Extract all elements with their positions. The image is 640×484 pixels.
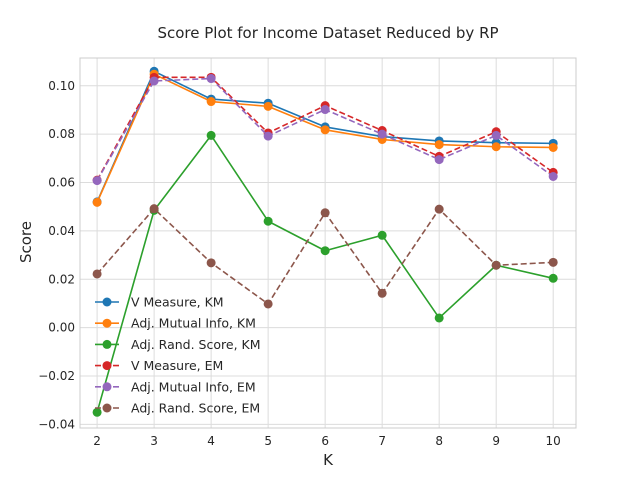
data-point-adj-rand-score-em bbox=[206, 258, 216, 268]
data-point-adj-rand-score-km bbox=[320, 246, 330, 256]
y-tick-label: 0.02 bbox=[48, 272, 75, 286]
legend-marker-v-measure-em bbox=[102, 361, 112, 371]
data-point-adj-mutual-info-em bbox=[263, 131, 273, 141]
legend-label-v-measure-em: V Measure, EM bbox=[131, 358, 223, 373]
data-point-adj-mutual-info-km bbox=[320, 125, 330, 135]
data-point-adj-mutual-info-em bbox=[491, 130, 501, 140]
y-tick-label: 0.06 bbox=[48, 176, 75, 190]
x-axis-label: K bbox=[323, 451, 334, 469]
y-tick-label: 0.08 bbox=[48, 127, 75, 141]
data-point-adj-mutual-info-km bbox=[92, 197, 102, 207]
legend-marker-adj-rand-score-em bbox=[102, 403, 112, 413]
y-tick-label: 0.10 bbox=[48, 79, 75, 93]
data-point-adj-mutual-info-km bbox=[206, 97, 216, 107]
legend-marker-v-measure-km bbox=[102, 297, 112, 307]
data-point-adj-mutual-info-em bbox=[149, 76, 159, 86]
data-point-adj-mutual-info-em bbox=[434, 155, 444, 165]
data-point-adj-rand-score-em bbox=[377, 288, 387, 298]
y-tick-label: −0.04 bbox=[38, 417, 75, 431]
legend-marker-adj-mutual-info-em bbox=[102, 382, 112, 392]
x-tick-label: 4 bbox=[207, 434, 215, 448]
data-point-adj-mutual-info-km bbox=[434, 140, 444, 150]
data-point-adj-rand-score-km bbox=[548, 273, 558, 283]
data-point-adj-rand-score-km bbox=[92, 407, 102, 417]
data-point-adj-rand-score-em bbox=[434, 204, 444, 214]
data-point-adj-mutual-info-em bbox=[206, 74, 216, 84]
data-point-adj-mutual-info-km bbox=[491, 142, 501, 152]
data-point-adj-rand-score-em bbox=[92, 269, 102, 279]
legend-marker-adj-rand-score-km bbox=[102, 339, 112, 349]
plot-area: 2 3 4 5 6 7 8 9 10 −0.04 −0.02 0.00 0.02 0.04 0.06 0.08… bbox=[38, 57, 577, 448]
data-point-adj-rand-score-em bbox=[149, 204, 159, 214]
data-point-adj-rand-score-km bbox=[434, 313, 444, 323]
data-point-adj-rand-score-em bbox=[263, 299, 273, 309]
legend-label-adj-mutual-info-km: Adj. Mutual Info, KM bbox=[131, 316, 256, 331]
x-tick-label: 3 bbox=[150, 434, 158, 448]
x-tick-label: 8 bbox=[435, 434, 443, 448]
y-tick-label: 0.00 bbox=[48, 321, 75, 335]
data-point-adj-mutual-info-km bbox=[548, 142, 558, 152]
data-point-adj-mutual-info-em bbox=[320, 105, 330, 115]
x-tick-label: 2 bbox=[93, 434, 101, 448]
x-tick-label: 5 bbox=[264, 434, 272, 448]
x-tick-label: 9 bbox=[492, 434, 500, 448]
legend-label-adj-rand-score-km: Adj. Rand. Score, KM bbox=[131, 337, 261, 352]
data-point-adj-mutual-info-km bbox=[263, 101, 273, 111]
data-point-adj-rand-score-em bbox=[491, 260, 501, 270]
data-point-adj-rand-score-em bbox=[548, 257, 558, 267]
data-point-adj-mutual-info-em bbox=[92, 176, 102, 186]
legend-label-v-measure-km: V Measure, KM bbox=[131, 295, 224, 310]
chart-title: Score Plot for Income Dataset Reduced by… bbox=[157, 24, 498, 42]
legend-label-adj-mutual-info-em: Adj. Mutual Info, EM bbox=[131, 379, 256, 394]
data-point-adj-rand-score-km bbox=[206, 130, 216, 140]
y-axis-label: Score bbox=[17, 221, 35, 263]
x-tick-label: 7 bbox=[378, 434, 386, 448]
legend-marker-adj-mutual-info-km bbox=[102, 318, 112, 328]
data-point-adj-rand-score-em bbox=[320, 208, 330, 218]
plot-frame bbox=[79, 57, 577, 429]
x-tick-label: 10 bbox=[546, 434, 561, 448]
legend: V Measure, KM Adj. Mutual Info, KM Adj. Ra… bbox=[95, 295, 261, 416]
legend-label-adj-rand-score-em: Adj. Rand. Score, EM bbox=[131, 401, 260, 416]
data-point-adj-rand-score-km bbox=[377, 230, 387, 240]
y-tick-label: −0.02 bbox=[38, 369, 75, 383]
y-tick-label: 0.04 bbox=[48, 224, 75, 238]
data-point-adj-mutual-info-em bbox=[377, 129, 387, 139]
data-point-adj-rand-score-km bbox=[263, 216, 273, 226]
x-tick-label: 6 bbox=[321, 434, 329, 448]
data-point-adj-mutual-info-em bbox=[548, 171, 558, 181]
